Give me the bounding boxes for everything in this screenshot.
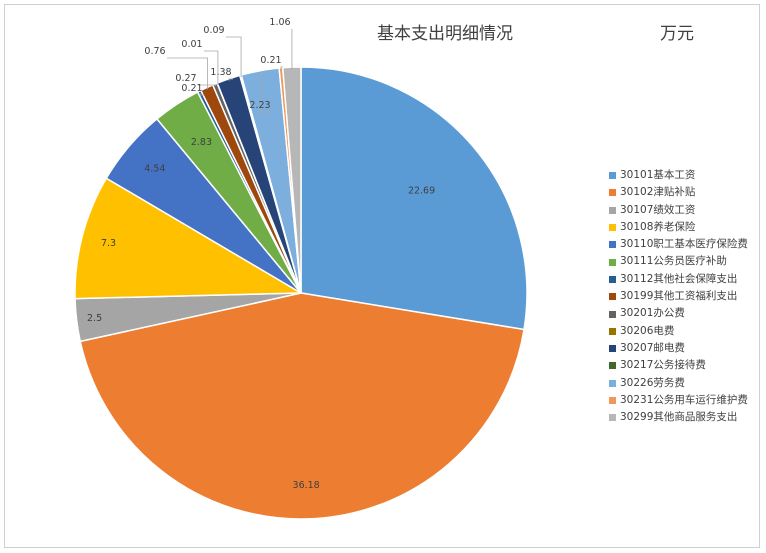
legend-label: 30107绩效工资 bbox=[620, 203, 696, 216]
legend-item: 30199其他工资福利支出 bbox=[609, 288, 748, 305]
pie-chart: 22.69 36.18 2.5 7.3 4.54 2.83 0.21 0.76 0.27 0.01… bbox=[74, 17, 528, 520]
data-label: 0.21 bbox=[260, 55, 281, 66]
legend-item: 30110职工基本医疗保险费 bbox=[609, 236, 748, 253]
chart-title: 基本支出明细情况 bbox=[377, 24, 513, 44]
legend-swatch bbox=[609, 224, 616, 232]
leader-line bbox=[198, 84, 217, 86]
legend-item: 30112其他社会保障支出 bbox=[609, 271, 748, 288]
legend-swatch bbox=[609, 397, 616, 404]
chart-frame: 22.69 36.18 2.5 7.3 4.54 2.83 0.21 0.76 0.27 0.01… bbox=[4, 4, 760, 548]
legend-label: 30101基本工资 bbox=[620, 169, 696, 181]
data-label: 0.01 bbox=[181, 39, 202, 50]
legend-swatch bbox=[609, 414, 616, 422]
pie-slice bbox=[79, 292, 525, 520]
legend-label: 30112其他社会保障支出 bbox=[620, 272, 738, 285]
legend-item: 30201办公费 bbox=[609, 305, 748, 322]
legend-label: 30231公务用车运行维护费 bbox=[620, 393, 748, 406]
legend-item: 30217公务接待费 bbox=[609, 357, 748, 374]
data-label: 7.3 bbox=[101, 238, 116, 249]
legend-item: 30206电费 bbox=[609, 323, 748, 340]
legend: 30101基本工资 30102津贴补贴 30107绩效工资 30108养老保险 3011… bbox=[609, 167, 748, 426]
legend-swatch bbox=[609, 362, 616, 370]
legend-label: 30217公务接待费 bbox=[620, 359, 706, 372]
data-label: 4.54 bbox=[144, 163, 165, 174]
legend-item: 30207邮电费 bbox=[609, 340, 748, 357]
legend-label: 30226劳务费 bbox=[620, 376, 685, 389]
data-label: 2.83 bbox=[191, 137, 212, 148]
leader-line bbox=[167, 57, 209, 90]
legend-swatch bbox=[609, 206, 616, 214]
legend-swatch bbox=[609, 327, 616, 335]
legend-label: 30206电费 bbox=[620, 324, 675, 337]
legend-label: 30207邮电费 bbox=[620, 341, 685, 354]
data-label: 2.5 bbox=[87, 313, 102, 324]
legend-item: 30101基本工资 bbox=[609, 167, 748, 184]
data-label: 0.09 bbox=[203, 25, 224, 36]
legend-item: 30299其他商品服务支出 bbox=[609, 409, 748, 426]
pie-slice bbox=[74, 177, 304, 300]
legend-swatch bbox=[609, 379, 616, 387]
chart-unit: 万元 bbox=[660, 24, 694, 44]
leader-line bbox=[260, 72, 272, 113]
data-label: 1.06 bbox=[269, 17, 290, 28]
data-label: 22.69 bbox=[408, 186, 435, 197]
legend-swatch bbox=[609, 345, 616, 353]
leader-line bbox=[204, 50, 219, 85]
legend-item: 30111公务员医疗补助 bbox=[609, 253, 748, 270]
legend-swatch bbox=[609, 293, 616, 301]
legend-label: 30102津贴补贴 bbox=[620, 186, 696, 199]
legend-item: 30231公务用车运行维护费 bbox=[609, 392, 748, 409]
pie-slice bbox=[300, 66, 528, 331]
data-label: 0.27 bbox=[175, 73, 196, 84]
leader-line bbox=[199, 92, 204, 96]
leader-line bbox=[226, 36, 242, 78]
legend-swatch bbox=[609, 310, 616, 318]
data-label: 0.76 bbox=[144, 46, 165, 57]
legend-swatch bbox=[609, 241, 616, 249]
legend-swatch bbox=[609, 258, 616, 266]
legend-swatch bbox=[609, 189, 616, 197]
data-label: 2.23 bbox=[249, 100, 270, 111]
legend-label: 30201办公费 bbox=[620, 307, 685, 320]
leader-line bbox=[280, 66, 283, 70]
legend-item: 30102津贴补贴 bbox=[609, 184, 748, 201]
legend-label: 30111公务员医疗补助 bbox=[620, 255, 727, 268]
legend-swatch bbox=[609, 172, 616, 180]
legend-swatch bbox=[609, 275, 616, 283]
legend-item: 30108养老保险 bbox=[609, 219, 748, 236]
leader-line bbox=[228, 78, 233, 81]
legend-label: 30299其他商品服务支出 bbox=[620, 411, 738, 424]
legend-label: 30199其他工资福利支出 bbox=[620, 290, 738, 303]
data-label: 36.18 bbox=[293, 480, 320, 491]
legend-item: 30107绩效工资 bbox=[609, 202, 748, 219]
data-label: 0.21 bbox=[181, 83, 202, 94]
legend-label: 30108养老保险 bbox=[620, 220, 696, 233]
data-label: 1.38 bbox=[210, 67, 231, 78]
legend-item: 30226劳务费 bbox=[609, 375, 748, 392]
legend-label: 30110职工基本医疗保险费 bbox=[620, 238, 748, 251]
